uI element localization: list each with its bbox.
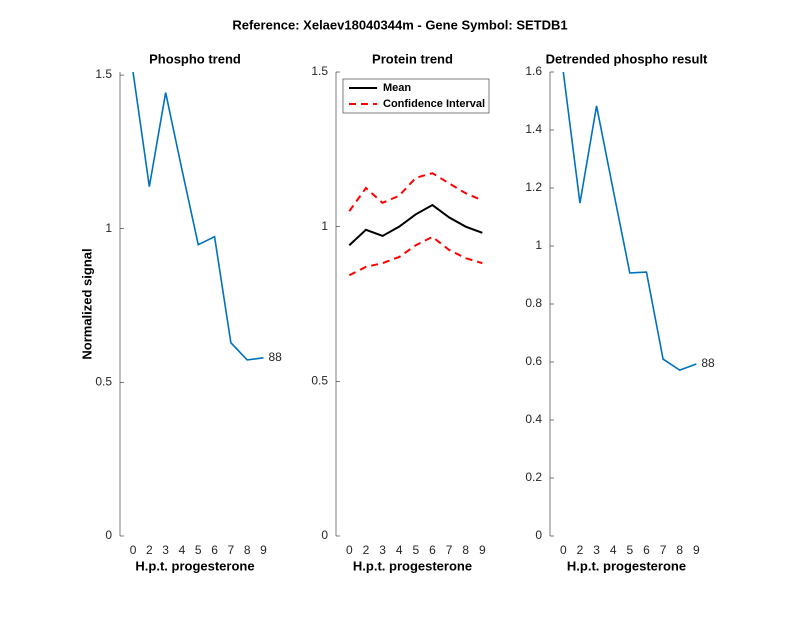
- data-line: [562, 71, 697, 372]
- data-line: [132, 71, 264, 361]
- x-tick-label: 0: [560, 543, 567, 557]
- panel-title: Phospho trend: [149, 51, 241, 66]
- mean-line: [348, 203, 483, 246]
- x-tick-label: 6: [643, 543, 650, 557]
- x-tick-label: 2: [577, 543, 584, 557]
- y-axis-label: Normalized signal: [79, 248, 94, 359]
- x-tick-label: 3: [379, 543, 386, 557]
- x-tick-label: 4: [179, 543, 186, 557]
- y-tick-label: 1: [535, 238, 542, 252]
- y-tick-label: 1.6: [525, 64, 542, 78]
- x-tick-label: 6: [429, 543, 436, 557]
- x-tick-label: 8: [244, 543, 251, 557]
- x-tick-label: 9: [479, 543, 486, 557]
- x-tick-label: 7: [446, 543, 453, 557]
- ci-upper-line: [348, 172, 483, 212]
- x-tick-label: 3: [162, 543, 169, 557]
- y-tick-label: 1.4: [525, 122, 542, 136]
- x-tick-label: 9: [260, 543, 267, 557]
- annotation: 88: [268, 350, 282, 364]
- y-tick-label: 0.5: [95, 375, 112, 389]
- annotation: 88: [701, 356, 715, 370]
- x-tick-label: 6: [211, 543, 218, 557]
- x-tick-label: 5: [626, 543, 633, 557]
- y-tick-label: 0.8: [525, 296, 542, 310]
- x-tick-label: 5: [412, 543, 419, 557]
- figure-title: Reference: Xelaev18040344m - Gene Symbol…: [232, 17, 567, 32]
- x-tick-label: 2: [146, 543, 153, 557]
- legend-label: Mean: [383, 82, 411, 94]
- y-tick-label: 1.5: [95, 67, 112, 81]
- panel-title: Protein trend: [372, 51, 453, 66]
- x-tick-label: 4: [396, 543, 403, 557]
- x-axis-label: H.p.t. progesterone: [353, 558, 472, 573]
- y-tick-label: 1.5: [311, 64, 328, 78]
- x-tick-label: 0: [346, 543, 353, 557]
- x-tick-label: 8: [676, 543, 683, 557]
- x-tick-label: 0: [130, 543, 137, 557]
- y-tick-label: 1: [105, 221, 112, 235]
- x-tick-label: 7: [228, 543, 235, 557]
- legend-label: Confidence Interval: [383, 98, 485, 110]
- y-tick-label: 0: [535, 528, 542, 542]
- legend-box: [342, 78, 490, 114]
- x-tick-label: 8: [462, 543, 469, 557]
- y-tick-label: 1: [321, 219, 328, 233]
- x-axis-label: H.p.t. progesterone: [567, 558, 686, 573]
- y-tick-label: 0: [105, 528, 112, 542]
- y-tick-label: 0.6: [525, 354, 542, 368]
- x-tick-label: 3: [593, 543, 600, 557]
- y-tick-label: 0: [321, 528, 328, 542]
- y-tick-label: 0.2: [525, 470, 542, 484]
- x-tick-label: 4: [610, 543, 617, 557]
- ci-lower-line: [348, 235, 483, 277]
- y-tick-label: 1.2: [525, 180, 542, 194]
- y-tick-label: 0.5: [311, 374, 328, 388]
- x-tick-label: 9: [693, 543, 700, 557]
- y-tick-label: 0.4: [525, 412, 542, 426]
- x-tick-label: 2: [363, 543, 370, 557]
- panel-title: Detrended phospho result: [546, 51, 708, 66]
- x-tick-label: 7: [660, 543, 667, 557]
- x-axis-label: H.p.t. progesterone: [135, 558, 254, 573]
- x-tick-label: 5: [195, 543, 202, 557]
